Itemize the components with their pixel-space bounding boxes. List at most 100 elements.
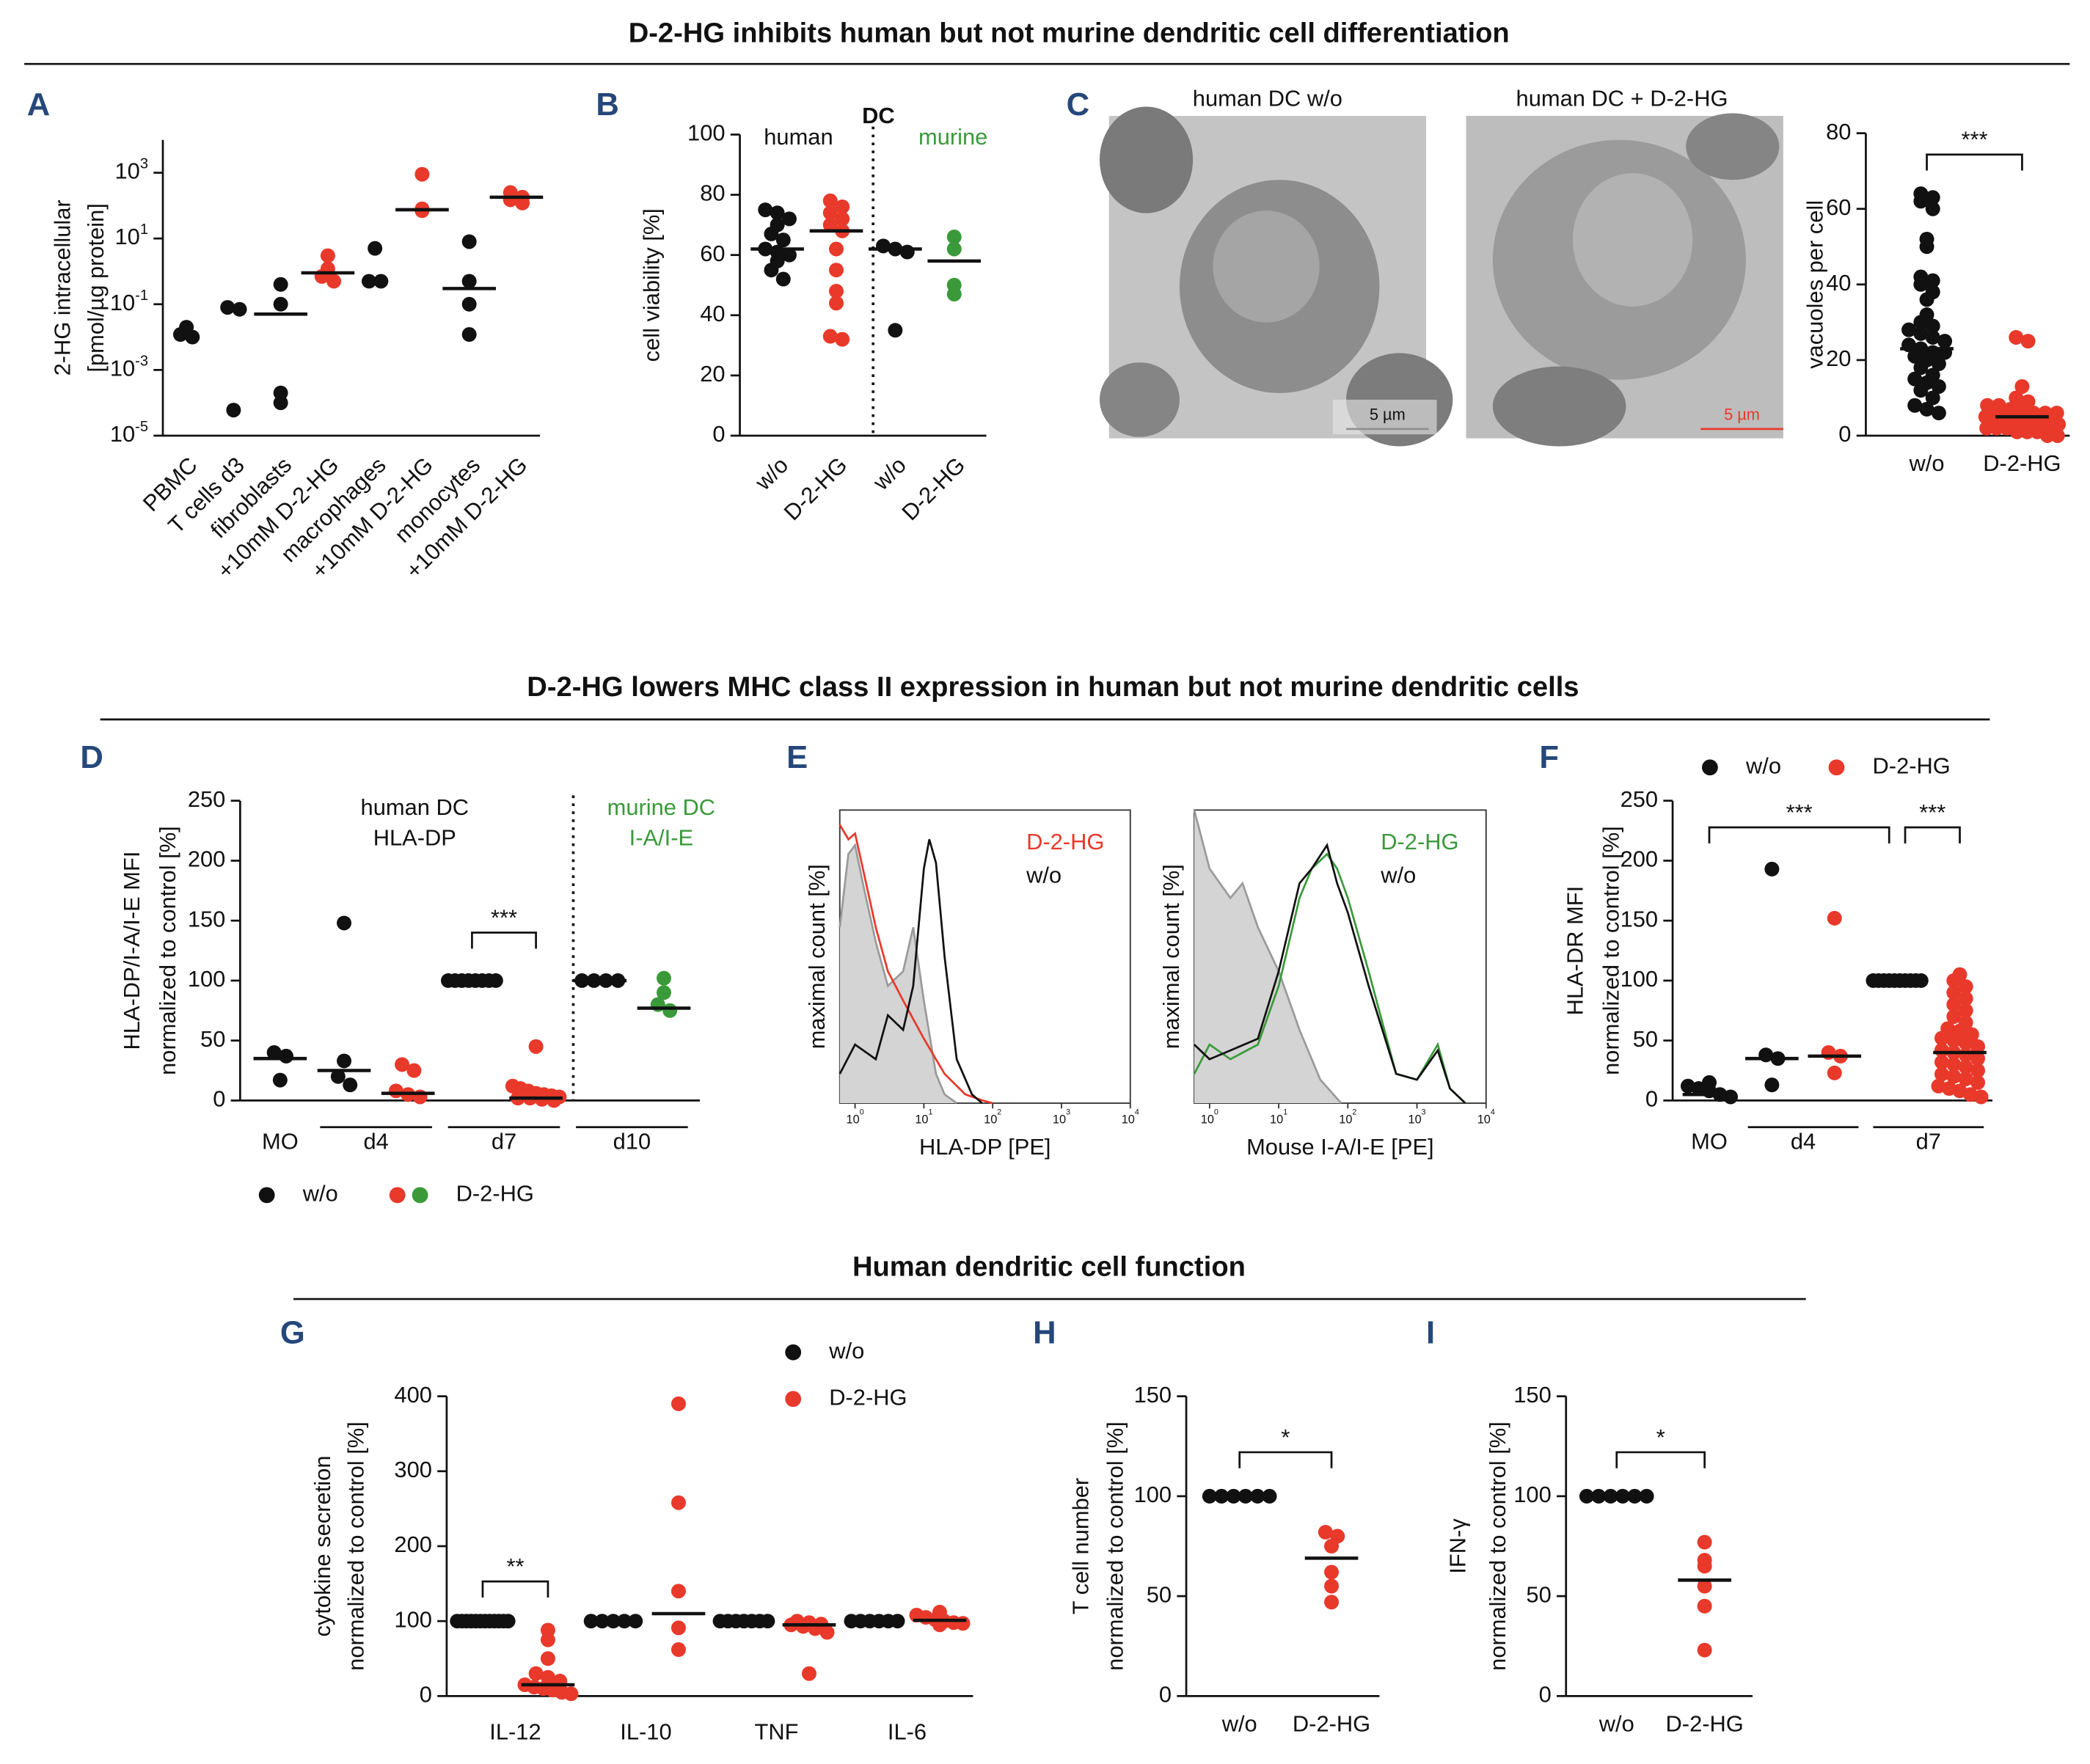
data-point	[1970, 1075, 1986, 1090]
data-point	[1979, 420, 1995, 436]
y-tick-label: 150	[1621, 906, 1659, 932]
data-point	[1980, 398, 1995, 413]
y-tick-label: 60	[700, 241, 725, 266]
y-tick-label: 0	[420, 1682, 432, 1708]
y-axis-label: normalized to control [%]	[1598, 826, 1623, 1075]
y-tick-label: 20	[1826, 345, 1851, 371]
data-point	[888, 323, 903, 338]
data-point	[1958, 1059, 1973, 1075]
y-tick-label: 80	[1826, 119, 1851, 144]
data-point	[899, 244, 915, 260]
legend-label: D-2-HG	[456, 1181, 534, 1207]
significance-bracket	[1615, 1451, 1706, 1468]
panel-note: DC	[862, 103, 895, 128]
data-point	[764, 226, 779, 241]
data-point	[946, 241, 962, 257]
legend-label: w/o	[828, 1338, 864, 1364]
x-tick-label: 103	[1053, 1108, 1070, 1127]
heading: Human dendritic cell function	[852, 1251, 1246, 1282]
data-point	[1907, 371, 1923, 387]
x-tick-label: MO	[1691, 1129, 1728, 1154]
x-tick-label: 102	[984, 1108, 1001, 1127]
x-tick-label: D-2-HG	[779, 452, 852, 525]
x-tick-label: 103	[1408, 1108, 1425, 1127]
legend-label: D-2-HG	[1873, 753, 1951, 778]
legend-marker	[258, 1187, 275, 1204]
data-point	[1913, 383, 1929, 398]
y-axis-label: IFN-γ	[1445, 1518, 1471, 1574]
legend-label: w/o	[1380, 862, 1416, 888]
x-tick-label: IL-6	[888, 1719, 927, 1744]
data-point	[770, 205, 785, 221]
significance-label: ***	[1961, 127, 1987, 153]
y-tick-label: 150	[188, 906, 225, 932]
data-point	[2049, 406, 2064, 421]
data-point	[2014, 401, 2030, 417]
y-tick-label: 100	[1621, 966, 1659, 992]
data-point	[1934, 1066, 1949, 1082]
data-point	[232, 301, 247, 317]
panel-letter: A	[27, 87, 50, 122]
x-tick-label: TNF	[754, 1719, 798, 1744]
data-point	[1907, 398, 1923, 413]
significance-bracket	[471, 932, 537, 949]
legend-label: D-2-HG	[1381, 829, 1458, 854]
data-point	[1262, 1488, 1277, 1504]
x-tick-label: 104	[1477, 1108, 1495, 1127]
y-tick-label: 400	[394, 1382, 432, 1408]
data-point	[1958, 1003, 1973, 1018]
y-tick-label: 0	[1838, 421, 1851, 447]
y-axis-label: vacuoles per cell	[1802, 200, 1827, 369]
data-point	[1723, 1089, 1739, 1105]
data-point	[829, 296, 844, 311]
data-point	[1913, 326, 1929, 341]
data-point	[1931, 406, 1946, 421]
panel-note: human DC	[361, 794, 469, 820]
data-point	[1901, 322, 1917, 337]
data-point	[1764, 861, 1780, 876]
panel-note: murine DC	[607, 794, 715, 820]
x-axis-label: HLA-DP [PE]	[919, 1134, 1051, 1160]
data-point	[337, 1053, 352, 1069]
scale-bar-label: 5 µm	[1370, 405, 1406, 423]
data-point	[2050, 428, 2065, 443]
data-point	[337, 915, 352, 931]
x-tick-label: w/o	[868, 452, 911, 495]
y-axis-label: 2-HG intracellular	[50, 200, 76, 376]
data-point	[662, 1003, 678, 1018]
data-point	[1991, 398, 2006, 413]
y-tick-label: 0	[1159, 1682, 1172, 1708]
y-tick-label: 50	[200, 1026, 225, 1052]
data-point	[671, 1642, 686, 1658]
y-tick-label: 0	[1539, 1682, 1552, 1708]
panel-letter: D	[80, 740, 103, 775]
data-point	[1970, 1039, 1986, 1054]
legend-label: D-2-HG	[829, 1384, 907, 1410]
y-axis-label: normalized to control [%]	[1103, 1421, 1128, 1671]
data-point	[395, 1057, 410, 1072]
x-tick-label: 104	[1122, 1108, 1139, 1127]
y-tick-label: 200	[394, 1531, 432, 1557]
data-point	[1827, 1065, 1842, 1080]
scale-bar-label: 5 µm	[1724, 405, 1760, 423]
y-tick-label: 103	[115, 156, 148, 184]
y-axis-label: HLA-DP/I-A/I-E MFI	[119, 852, 145, 1050]
data-point	[1913, 360, 1929, 376]
y-axis-label: [pmol/µg protein]	[83, 203, 109, 372]
data-point	[1324, 1539, 1340, 1553]
data-point	[822, 193, 838, 208]
x-tick-label: D-2-HG	[1983, 450, 2061, 476]
heading: D-2-HG inhibits human but not murine den…	[629, 17, 1510, 48]
x-tick-label: w/o	[1221, 1710, 1257, 1736]
data-point	[1958, 1035, 1973, 1050]
y-axis-label: maximal count [%]	[804, 864, 830, 1049]
y-tick-label: 100	[1134, 1482, 1172, 1507]
data-point	[461, 296, 477, 312]
y-axis-label: cytokine secretion	[310, 1456, 335, 1637]
data-point	[266, 1045, 282, 1060]
y-tick-label: 0	[712, 421, 725, 447]
y-tick-label: 20	[700, 361, 725, 387]
data-point	[2020, 334, 2036, 349]
data-point	[2039, 428, 2055, 443]
data-point	[2009, 329, 2024, 345]
